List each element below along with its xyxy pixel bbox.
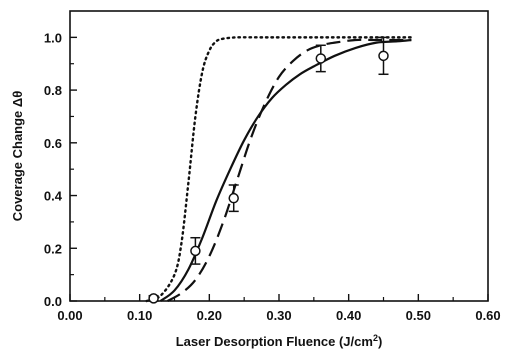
data-point-marker — [148, 293, 159, 304]
x-tick-label: 0.60 — [475, 308, 500, 323]
y-tick-label: 0.6 — [44, 136, 62, 151]
axis-ticks: 0.00 0.10 0.20 0.30 0.40 0.50 0.60 0.0 0.2 0.4 0.6… — [44, 30, 501, 323]
data-point-marker — [228, 192, 239, 204]
series-line-solid — [159, 38, 412, 302]
x-axis-label-superscript: 2 — [373, 333, 378, 343]
y-tick-label: 0.8 — [44, 83, 62, 98]
y-tick-label: 0.0 — [44, 294, 62, 309]
x-tick-label: 0.10 — [127, 308, 152, 323]
series-line-dashed — [166, 38, 412, 302]
x-tick-label: 0.20 — [197, 308, 222, 323]
y-axis-label: Coverage Change Δθ — [10, 91, 25, 222]
series-layer — [145, 36, 413, 303]
x-axis-label-main: Laser Desorption Fluence (J/cm — [176, 334, 373, 349]
y-tick-label: 0.4 — [44, 189, 63, 204]
data-point-marker — [378, 50, 389, 62]
x-tick-label: 0.30 — [266, 308, 291, 323]
x-tick-label: 0.40 — [336, 308, 361, 323]
data-point-marker — [190, 245, 201, 257]
data-points-layer — [148, 36, 389, 304]
series-line-dotted — [145, 36, 413, 303]
x-axis-label: Laser Desorption Fluence (J/cm2) — [176, 333, 383, 349]
plot-frame — [69, 10, 489, 302]
plot-border — [69, 10, 489, 302]
x-axis-label-suffix: ) — [378, 334, 382, 349]
data-point-marker — [315, 53, 327, 64]
x-tick-label: 0.50 — [406, 308, 431, 323]
x-tick-label: 0.00 — [57, 308, 82, 323]
y-tick-label: 1.0 — [44, 30, 62, 45]
y-tick-label: 0.2 — [44, 241, 62, 256]
